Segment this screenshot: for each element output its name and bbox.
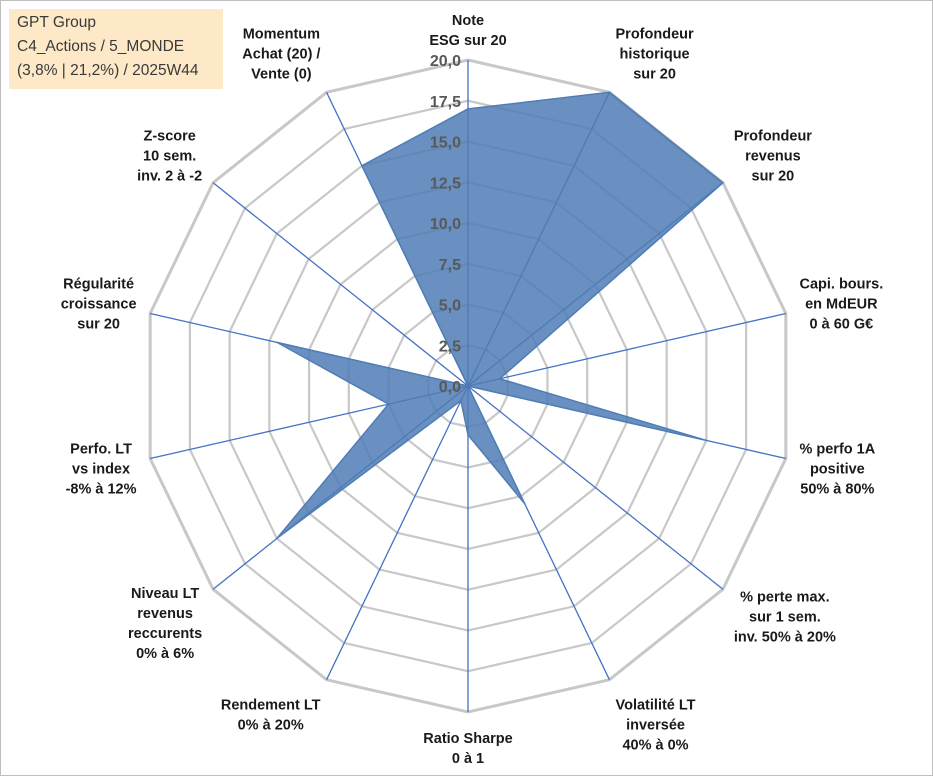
tick-label-8: 20,0 — [430, 53, 461, 70]
axis-label-4-line-0: % perfo 1A — [799, 441, 875, 457]
axis-label-11-line-0: Régularité — [63, 277, 134, 293]
axis-label-0-line-1: ESG sur 20 — [429, 33, 506, 49]
axis-label-5-line-0: % perte max. — [740, 590, 829, 606]
tick-label-4: 10,0 — [430, 216, 461, 233]
axis-label-5-line-2: inv. 50% à 20% — [734, 630, 836, 646]
axis-label-4: % perfo 1A positive 50% à 80% — [799, 441, 875, 497]
axis-spoke-8 — [325, 385, 469, 680]
data-point-10 — [387, 403, 390, 405]
tick-layer: 0,0 2,5 5,0 7,5 10,0 12,5 15,0 17,5 20,0 — [430, 53, 461, 396]
axis-label-12: Z-score 10 sem. inv. 2 à -2 — [137, 128, 202, 184]
axis-label-0: Note ESG sur 20 — [429, 13, 506, 49]
axis-label-13-line-2: Vente (0) — [251, 67, 312, 83]
axis-label-0-line-0: Note — [452, 13, 484, 29]
data-point-2 — [722, 181, 724, 184]
axis-label-1-line-0: Profondeur — [616, 27, 694, 43]
axis-label-13-line-1: Achat (20) / — [242, 47, 320, 63]
axis-label-1-line-1: historique — [620, 47, 690, 63]
axis-label-9-line-3: 0% à 6% — [136, 646, 194, 662]
axis-label-8-line-0: Rendement LT — [221, 697, 321, 713]
axis-label-2-line-0: Profondeur — [734, 128, 812, 144]
axis-label-13: Momentum Achat (20) / Vente (0) — [242, 27, 320, 83]
info-box: GPT Group C4_Actions / 5_MONDE (3,8% | 2… — [9, 9, 223, 89]
info-line-company: GPT Group — [17, 14, 96, 31]
axis-label-3-line-2: 0 à 60 G€ — [810, 317, 874, 333]
label-layer: Note ESG sur 20 Profondeur historique sur 20… — [61, 13, 884, 767]
info-line-category: C4_Actions / 5_MONDE — [17, 38, 185, 55]
axis-label-7-line-0: Ratio Sharpe — [423, 731, 512, 747]
axis-label-12-line-0: Z-score — [143, 128, 195, 144]
axis-label-4-line-2: 50% à 80% — [800, 481, 874, 497]
axis-label-9-line-2: reccurents — [128, 626, 202, 642]
data-point-7 — [467, 434, 469, 436]
axis-label-9: Niveau LT revenus reccurents 0% à 6% — [128, 586, 202, 662]
tick-label-3: 7,5 — [439, 257, 461, 274]
axis-label-2: Profondeur revenus sur 20 — [734, 128, 812, 184]
axis-label-6-line-1: inversée — [626, 717, 685, 733]
axis-label-11-line-1: croissance — [61, 297, 137, 313]
axis-label-5-line-1: sur 1 sem. — [749, 610, 821, 626]
axis-label-10-line-2: -8% à 12% — [66, 481, 137, 497]
axis-label-9-line-1: revenus — [137, 606, 193, 622]
series-area-0 — [276, 91, 725, 540]
data-point-13 — [361, 164, 363, 167]
axis-label-12-line-1: 10 sem. — [143, 148, 196, 164]
tick-label-1: 2,5 — [439, 338, 461, 355]
axis-label-7: Ratio Sharpe 0 à 1 — [423, 731, 512, 767]
tick-label-0: 0,0 — [439, 379, 461, 396]
axis-label-1-line-2: sur 20 — [633, 67, 676, 83]
axis-label-1: Profondeur historique sur 20 — [616, 27, 694, 83]
data-point-1 — [608, 91, 611, 94]
data-point-0 — [467, 108, 469, 110]
axis-label-8-line-1: 0% à 20% — [238, 717, 304, 733]
axis-spoke-5 — [467, 385, 724, 590]
axis-label-11-line-2: sur 20 — [77, 317, 120, 333]
axis-label-9-line-0: Niveau LT — [131, 586, 199, 602]
axis-label-4-line-1: positive — [810, 461, 865, 477]
tick-label-6: 15,0 — [430, 135, 461, 152]
axis-label-7-line-1: 0 à 1 — [452, 751, 484, 767]
axis-label-10: Perfo. LT vs index -8% à 12% — [66, 441, 137, 497]
axis-spoke-3 — [467, 312, 786, 387]
info-line-period: (3,8% | 21,2%) / 2025W44 — [17, 62, 199, 79]
axis-label-13-line-0: Momentum — [243, 27, 320, 43]
data-point-4 — [705, 439, 708, 442]
axis-label-10-line-1: vs index — [72, 461, 130, 477]
axis-label-11: Régularité croissance sur 20 — [61, 277, 137, 333]
data-point-9 — [276, 537, 278, 540]
axis-spoke-12 — [212, 182, 469, 387]
data-point-8 — [460, 399, 462, 402]
axis-label-6: Volatilité LT inversée 40% à 0% — [616, 697, 696, 753]
tick-label-5: 12,5 — [430, 175, 461, 192]
tick-label-7: 17,5 — [430, 94, 461, 111]
axis-label-5: % perte max. sur 1 sem. inv. 50% à 20% — [734, 590, 836, 646]
axis-label-6-line-2: 40% à 0% — [622, 737, 688, 753]
data-point-3 — [498, 377, 501, 380]
axis-label-10-line-0: Perfo. LT — [70, 441, 132, 457]
axis-label-6-line-0: Volatilité LT — [616, 697, 696, 713]
axis-label-12-line-2: inv. 2 à -2 — [137, 168, 202, 184]
tick-label-2: 5,0 — [439, 298, 461, 315]
axis-label-8: Rendement LT 0% à 20% — [221, 697, 321, 733]
data-point-12 — [467, 385, 469, 387]
axis-label-3-line-0: Capi. bours. — [799, 277, 883, 293]
series-layer — [276, 91, 725, 540]
data-point-6 — [523, 502, 526, 505]
axis-label-3: Capi. bours. en MdEUR 0 à 60 G€ — [799, 277, 883, 333]
axis-label-2-line-2: sur 20 — [752, 168, 795, 184]
data-point-11 — [276, 341, 279, 344]
axis-label-2-line-1: revenus — [745, 148, 801, 164]
axis-label-3-line-1: en MdEUR — [805, 297, 878, 313]
